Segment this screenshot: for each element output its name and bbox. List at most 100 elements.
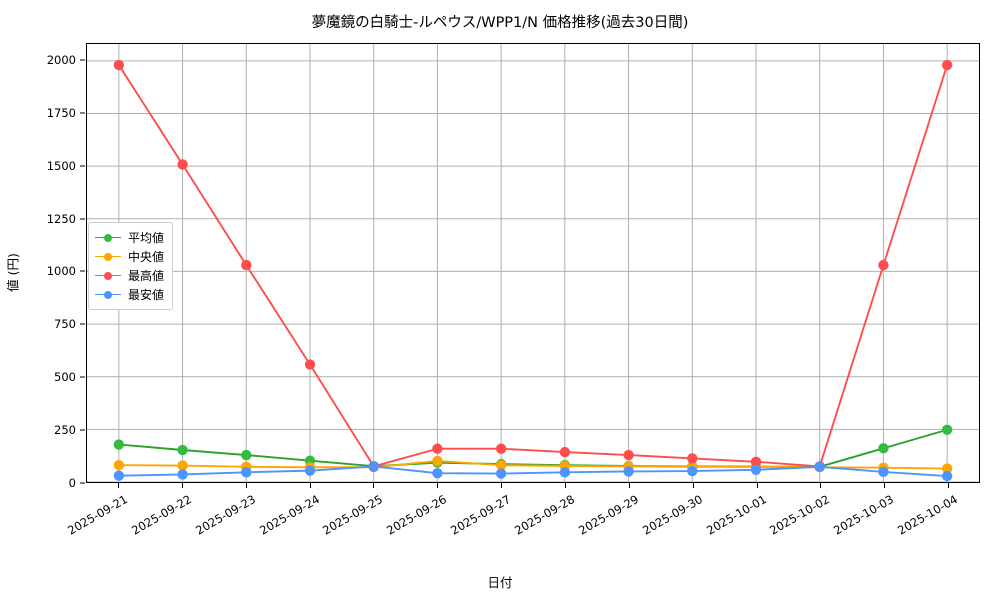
x-tick-label: 2025-09-29	[575, 492, 641, 538]
data-point	[432, 443, 443, 454]
legend-label: 平均値	[128, 231, 165, 245]
x-tick-mark	[309, 483, 311, 488]
y-tick-label: 750	[54, 317, 76, 332]
data-point	[241, 259, 252, 271]
data-point	[941, 470, 953, 482]
y-tick-label: 0	[68, 476, 76, 490]
data-point	[687, 465, 698, 477]
data-point	[113, 439, 125, 450]
y-tick-mark	[80, 165, 85, 167]
data-point	[495, 468, 507, 479]
y-tick-mark	[80, 112, 85, 114]
y-tick-mark	[80, 482, 85, 484]
x-tick-mark	[437, 483, 439, 488]
data-point	[304, 465, 316, 476]
y-tick-label: 500	[54, 370, 76, 385]
x-tick-mark	[628, 483, 630, 488]
y-tick-mark	[80, 323, 85, 325]
x-tick-label: 2025-09-25	[320, 492, 386, 538]
y-tick-label: 1750	[46, 105, 76, 120]
y-tick-mark	[80, 429, 85, 431]
y-tick-mark	[80, 270, 85, 272]
data-point	[941, 463, 953, 474]
legend-marker-icon	[95, 270, 121, 282]
x-tick-label: 2025-09-27	[448, 492, 514, 538]
legend-marker-icon	[95, 232, 121, 244]
series-line-3	[118, 465, 948, 478]
x-tick-mark	[884, 483, 886, 488]
data-point	[241, 449, 252, 461]
data-point	[687, 453, 698, 464]
data-point	[241, 467, 252, 478]
legend-item-2[interactable]: 最高値	[95, 266, 164, 285]
x-tick-mark	[181, 483, 183, 488]
x-tick-label: 2025-09-24	[256, 492, 322, 538]
x-tick-mark	[117, 483, 119, 488]
data-point	[113, 459, 125, 471]
y-tick-label: 1500	[46, 158, 76, 173]
data-point	[941, 59, 953, 71]
x-tick-label: 2025-10-01	[703, 492, 769, 538]
y-tick-mark	[80, 376, 85, 378]
data-point	[750, 456, 762, 467]
x-tick-label: 2025-09-26	[384, 492, 450, 538]
data-point	[878, 259, 889, 271]
y-tick-label: 1250	[46, 211, 76, 226]
legend-label: 中央値	[128, 250, 165, 264]
data-point	[177, 444, 188, 456]
x-tick-label: 2025-09-23	[192, 492, 258, 538]
y-tick-label: 250	[54, 423, 76, 438]
legend-item-1[interactable]: 中央値	[95, 247, 164, 266]
data-point	[941, 424, 953, 435]
data-point	[177, 469, 188, 480]
data-point	[623, 466, 634, 477]
x-tick-label: 2025-09-30	[639, 492, 705, 538]
data-point	[304, 359, 316, 370]
data-point	[177, 159, 188, 170]
data-point	[559, 467, 571, 478]
data-point	[750, 464, 762, 475]
legend-marker-icon	[95, 289, 121, 301]
data-point	[113, 59, 125, 71]
data-point	[495, 443, 507, 454]
legend-item-0[interactable]: 平均値	[95, 228, 164, 247]
plot-area	[86, 43, 980, 483]
x-tick-mark	[820, 483, 822, 488]
data-point	[177, 460, 188, 471]
x-tick-label: 2025-10-02	[767, 492, 833, 538]
x-tick-mark	[948, 483, 950, 488]
x-tick-label: 2025-10-04	[895, 492, 961, 538]
y-tick-mark	[80, 59, 85, 61]
data-point	[368, 461, 379, 472]
x-tick-mark	[564, 483, 566, 488]
x-tick-label: 2025-10-03	[831, 492, 897, 538]
data-point	[432, 455, 443, 467]
x-tick-mark	[756, 483, 758, 488]
legend-label: 最安値	[128, 288, 165, 302]
data-point	[559, 446, 571, 458]
series-line-2	[118, 64, 949, 468]
y-tick-mark	[80, 218, 85, 220]
grid-lines	[87, 44, 979, 482]
x-tick-label: 2025-09-21	[65, 492, 130, 538]
x-axis-label: 日付	[487, 575, 513, 590]
chart-legend: 平均値中央値最高値最安値	[88, 222, 174, 310]
legend-label: 最高値	[128, 269, 165, 283]
data-point	[623, 449, 634, 461]
data-series-layer	[113, 59, 953, 482]
data-point	[878, 466, 889, 478]
y-tick-label: 2000	[46, 52, 76, 67]
legend-item-3[interactable]: 最安値	[95, 285, 164, 304]
x-tick-label: 2025-09-22	[128, 492, 194, 538]
data-point	[432, 467, 443, 479]
x-tick-mark	[245, 483, 247, 488]
x-tick-mark	[501, 483, 503, 488]
x-tick-mark	[373, 483, 375, 488]
x-tick-label: 2025-09-28	[512, 492, 577, 538]
data-point	[113, 470, 125, 481]
series-line-0	[118, 428, 948, 468]
data-point	[814, 461, 825, 473]
data-point	[878, 443, 889, 454]
legend-marker-icon	[95, 251, 121, 263]
